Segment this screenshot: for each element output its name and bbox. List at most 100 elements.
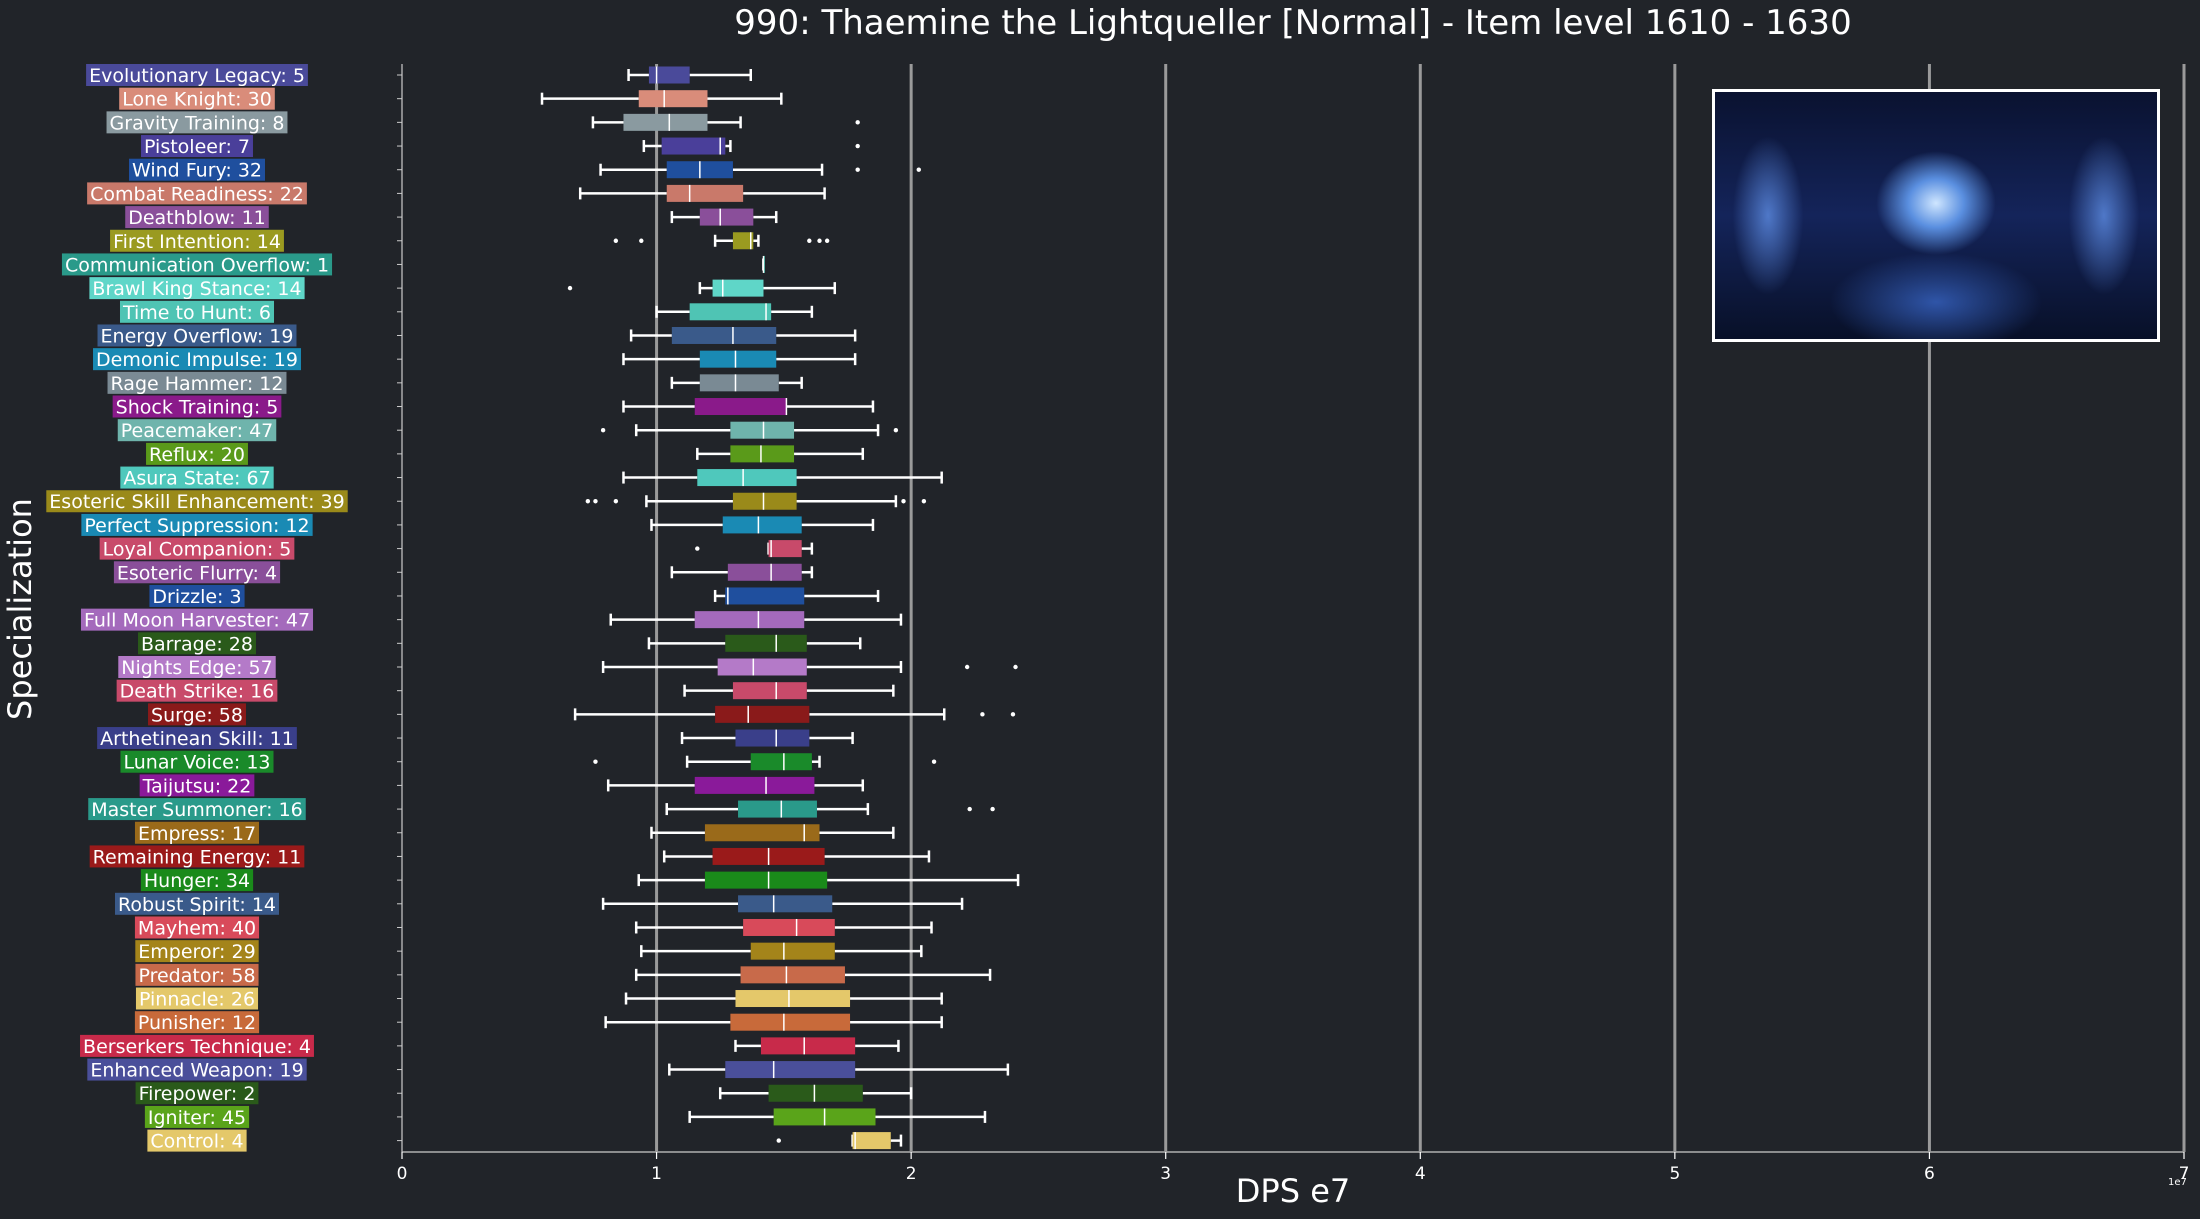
y-tick-label-background <box>134 1011 260 1034</box>
x-tick-label: 4 <box>1415 1164 1426 1184</box>
box <box>735 729 810 747</box>
y-tick-label: Predator: 58 <box>138 965 255 987</box>
y-tick-label-background <box>112 395 282 418</box>
box <box>717 658 807 676</box>
box <box>760 1037 856 1055</box>
y-tick-label-background <box>144 1105 250 1128</box>
y-tick-label-background <box>134 821 260 844</box>
box <box>638 90 708 108</box>
y-tick-label-background <box>80 1034 314 1057</box>
outlier-point <box>567 285 573 291</box>
y-tick-label: Evolutionary Legacy: 5 <box>89 65 305 87</box>
box <box>750 942 835 960</box>
box <box>712 279 764 297</box>
y-tick-label-background <box>118 656 276 678</box>
y-tick-label-background <box>46 490 348 513</box>
outlier-point <box>585 499 591 504</box>
y-tick-label-background <box>135 940 259 963</box>
box <box>694 776 815 794</box>
x-tick-label: 2 <box>906 1164 917 1184</box>
y-tick-label: Lone Knight: 30 <box>122 89 272 111</box>
box <box>735 990 851 1008</box>
y-tick-label-background <box>117 419 277 442</box>
y-tick-label: Lunar Voice: 13 <box>123 752 270 774</box>
outlier-point <box>855 120 860 125</box>
outlier-point <box>807 238 812 243</box>
outlier-point <box>817 238 822 243</box>
y-tick-label: Gravity Training: 8 <box>110 112 285 134</box>
y-tick-label-background <box>106 111 288 134</box>
box <box>750 753 812 771</box>
box <box>768 1084 863 1102</box>
y-tick-label: Loyal Companion: 5 <box>103 539 292 561</box>
y-tick-label: Death Strike: 16 <box>120 681 275 703</box>
y-tick-label-background <box>114 892 280 915</box>
box <box>666 184 744 202</box>
y-tick-label-background <box>107 371 287 394</box>
outlier-point <box>990 806 995 812</box>
y-tick-label: Reflux: 20 <box>149 444 245 466</box>
box <box>648 66 690 84</box>
y-tick-label-background <box>81 513 313 536</box>
box <box>725 634 807 652</box>
y-tick-label: Mayhem: 40 <box>138 917 256 939</box>
box <box>725 587 805 605</box>
y-tick-label: Empress: 17 <box>138 823 256 845</box>
outlier-point <box>600 428 606 433</box>
box <box>704 871 828 889</box>
y-tick-label: Emperor: 29 <box>138 941 255 963</box>
y-tick-label-background <box>135 987 259 1010</box>
y-tick-label-background <box>116 679 278 702</box>
y-tick-label-background <box>120 750 274 773</box>
box <box>694 611 805 629</box>
y-tick-label-background <box>140 869 254 892</box>
outlier-point <box>855 167 860 172</box>
y-tick-label: Firepower: 2 <box>139 1083 256 1105</box>
outlier-point <box>613 238 619 243</box>
y-tick-label-background <box>141 135 253 158</box>
x-tick-label: 0 <box>397 1164 408 1184</box>
y-tick-label: Time to Hunt: 6 <box>122 302 271 324</box>
box <box>623 113 708 131</box>
box <box>738 895 833 913</box>
outlier-point <box>980 712 985 717</box>
y-tick-label-background <box>135 1082 259 1105</box>
outlier-point <box>921 499 927 504</box>
chart-title: 990: Thaemine the Lightqueller [Normal] … <box>734 3 1852 43</box>
outlier-point <box>893 428 899 433</box>
x-tick-label: 1 <box>651 1164 662 1184</box>
box <box>671 326 777 344</box>
x-tick-label: 3 <box>1160 1164 1171 1184</box>
y-tick-label: Arthetinean Skill: 11 <box>100 728 294 750</box>
y-tick-label-background <box>87 182 307 205</box>
box <box>732 232 754 250</box>
outlier-point <box>593 759 598 764</box>
y-tick-label: Pistoleer: 7 <box>144 136 250 158</box>
y-tick-label: Punisher: 12 <box>138 1012 256 1034</box>
y-tick-label-background <box>86 64 308 86</box>
box <box>661 137 726 155</box>
y-tick-label: Control: 4 <box>150 1131 243 1153</box>
y-tick-label: Shock Training: 5 <box>116 397 279 419</box>
y-tick-label: Hunger: 34 <box>144 870 250 892</box>
outlier-point <box>695 546 700 551</box>
y-tick-label-background <box>93 348 301 371</box>
box <box>699 350 777 368</box>
y-tick-label-background <box>148 703 246 726</box>
y-tick-label-background <box>138 632 256 655</box>
y-tick-label: Igniter: 45 <box>148 1107 246 1129</box>
y-tick-label: Brawl King Stance: 14 <box>92 278 301 300</box>
box <box>768 540 802 558</box>
y-tick-label-background <box>128 158 266 181</box>
outlier-point <box>593 499 598 504</box>
y-tick-label-background <box>113 561 281 584</box>
y-tick-label: Nights Edge: 57 <box>121 657 272 679</box>
y-tick-label: Demonic Impulse: 19 <box>96 349 298 371</box>
y-tick-label: Combat Readiness: 22 <box>90 183 304 205</box>
y-tick-label-background <box>61 253 333 276</box>
y-tick-label-background <box>134 916 260 939</box>
box <box>699 374 779 392</box>
y-tick-label: Esoteric Flurry: 4 <box>117 562 277 584</box>
y-tick-label: Drizzle: 3 <box>152 586 241 608</box>
box <box>732 492 797 510</box>
